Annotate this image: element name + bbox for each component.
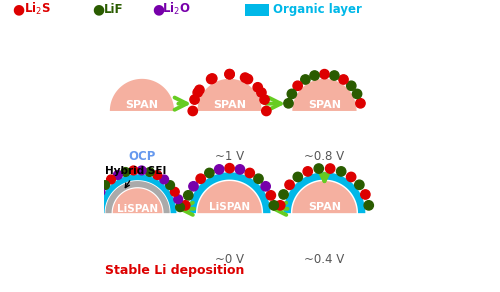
Text: Li$_2$S: Li$_2$S	[24, 1, 51, 18]
Circle shape	[129, 166, 138, 175]
Circle shape	[262, 106, 271, 116]
Circle shape	[336, 167, 346, 176]
Circle shape	[204, 168, 214, 178]
Circle shape	[206, 74, 216, 84]
Polygon shape	[106, 181, 170, 213]
Circle shape	[90, 203, 100, 212]
Circle shape	[253, 83, 262, 92]
Circle shape	[360, 190, 370, 199]
Circle shape	[166, 181, 174, 190]
Circle shape	[196, 174, 205, 183]
Circle shape	[214, 165, 224, 174]
Text: LiSPAN: LiSPAN	[117, 204, 158, 214]
Circle shape	[153, 171, 162, 179]
Circle shape	[114, 171, 122, 179]
Circle shape	[170, 187, 179, 196]
Circle shape	[352, 89, 362, 99]
Circle shape	[100, 181, 110, 190]
Text: ~0.4 V: ~0.4 V	[304, 253, 344, 266]
Text: Hybrid SEI: Hybrid SEI	[106, 166, 167, 188]
Circle shape	[364, 201, 374, 210]
Circle shape	[160, 175, 168, 184]
Circle shape	[240, 73, 250, 82]
Circle shape	[121, 168, 130, 176]
Circle shape	[356, 99, 365, 108]
Circle shape	[146, 168, 154, 176]
Circle shape	[285, 180, 294, 190]
Circle shape	[245, 168, 254, 178]
Circle shape	[339, 75, 348, 84]
Text: Organic layer: Organic layer	[273, 3, 362, 16]
Polygon shape	[292, 181, 356, 213]
Text: SPAN: SPAN	[126, 100, 158, 110]
Polygon shape	[98, 174, 176, 213]
Circle shape	[254, 174, 263, 183]
Circle shape	[193, 88, 202, 97]
Circle shape	[303, 167, 312, 176]
Circle shape	[225, 69, 234, 79]
Text: Li$_2$O: Li$_2$O	[162, 1, 191, 18]
Circle shape	[257, 88, 266, 97]
Circle shape	[330, 71, 339, 80]
Circle shape	[194, 85, 204, 95]
Polygon shape	[284, 172, 366, 213]
Circle shape	[284, 99, 293, 108]
Text: ~1 V: ~1 V	[215, 150, 244, 163]
Circle shape	[236, 165, 244, 174]
Circle shape	[260, 95, 269, 104]
Text: ●: ●	[92, 2, 104, 16]
Circle shape	[293, 81, 302, 91]
Circle shape	[138, 166, 146, 175]
Circle shape	[225, 69, 234, 79]
Circle shape	[326, 164, 335, 173]
Circle shape	[189, 182, 198, 191]
Circle shape	[354, 180, 364, 190]
Circle shape	[276, 201, 285, 210]
Circle shape	[287, 89, 296, 99]
Circle shape	[279, 190, 288, 199]
Circle shape	[261, 182, 270, 191]
Circle shape	[174, 195, 182, 204]
Circle shape	[314, 164, 324, 173]
Circle shape	[310, 71, 319, 80]
Text: ~0.8 V: ~0.8 V	[304, 150, 344, 163]
Circle shape	[92, 195, 102, 204]
Circle shape	[184, 191, 193, 200]
Circle shape	[300, 75, 310, 84]
Text: Stable Li deposition: Stable Li deposition	[105, 265, 244, 277]
Polygon shape	[113, 188, 162, 213]
Circle shape	[188, 106, 198, 116]
Text: ●: ●	[152, 2, 164, 16]
Circle shape	[293, 172, 302, 182]
Text: SPAN: SPAN	[308, 202, 341, 212]
Polygon shape	[188, 172, 270, 213]
Circle shape	[346, 172, 356, 182]
Circle shape	[269, 201, 278, 210]
Circle shape	[208, 74, 217, 83]
Text: LiSPAN: LiSPAN	[209, 202, 250, 212]
Text: ~0 V: ~0 V	[215, 253, 244, 266]
Circle shape	[176, 203, 184, 212]
Text: ●: ●	[12, 2, 24, 16]
Polygon shape	[110, 79, 174, 111]
Circle shape	[320, 69, 329, 79]
Polygon shape	[292, 79, 356, 111]
Polygon shape	[198, 181, 262, 213]
Circle shape	[346, 81, 356, 91]
Circle shape	[180, 201, 190, 210]
Circle shape	[244, 74, 252, 84]
Text: OCP: OCP	[128, 150, 156, 163]
Text: LiF: LiF	[104, 3, 124, 16]
Circle shape	[225, 164, 234, 173]
Circle shape	[106, 175, 116, 184]
Polygon shape	[198, 79, 262, 111]
Circle shape	[96, 187, 104, 196]
Circle shape	[190, 95, 199, 104]
Circle shape	[266, 191, 276, 200]
Text: SPAN: SPAN	[213, 100, 246, 110]
Text: SPAN: SPAN	[308, 100, 341, 110]
